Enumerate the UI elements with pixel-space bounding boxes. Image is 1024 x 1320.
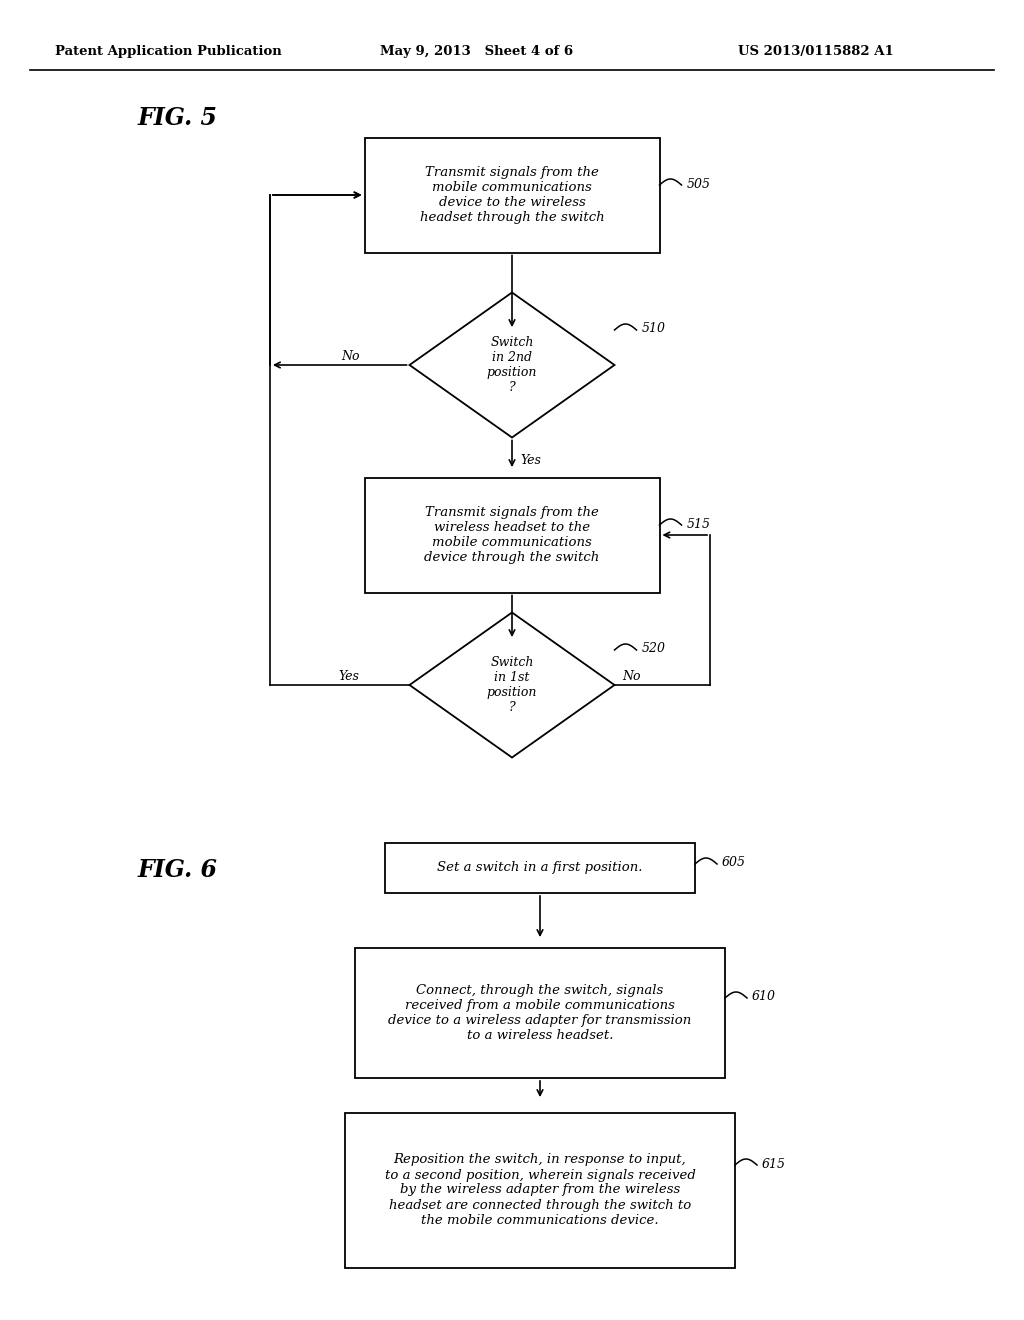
Text: FIG. 6: FIG. 6 xyxy=(138,858,218,882)
Polygon shape xyxy=(410,612,614,758)
FancyBboxPatch shape xyxy=(355,948,725,1078)
Text: 615: 615 xyxy=(762,1158,786,1171)
Polygon shape xyxy=(410,293,614,437)
Text: Connect, through the switch, signals
received from a mobile communications
devic: Connect, through the switch, signals rec… xyxy=(388,983,691,1041)
Text: Yes: Yes xyxy=(520,454,541,466)
Text: 605: 605 xyxy=(722,857,746,870)
FancyBboxPatch shape xyxy=(365,478,659,593)
Text: Switch
in 2nd
position
?: Switch in 2nd position ? xyxy=(486,337,538,393)
Text: Transmit signals from the
mobile communications
device to the wireless
headset t: Transmit signals from the mobile communi… xyxy=(420,166,604,224)
Text: Set a switch in a first position.: Set a switch in a first position. xyxy=(437,862,643,874)
Text: Patent Application Publication: Patent Application Publication xyxy=(55,45,282,58)
Text: 610: 610 xyxy=(752,990,776,1003)
Text: Transmit signals from the
wireless headset to the
mobile communications
device t: Transmit signals from the wireless heads… xyxy=(424,506,600,564)
Text: No: No xyxy=(623,671,641,684)
Text: Yes: Yes xyxy=(339,671,359,684)
FancyBboxPatch shape xyxy=(385,843,695,894)
Text: US 2013/0115882 A1: US 2013/0115882 A1 xyxy=(738,45,894,58)
Text: No: No xyxy=(341,351,359,363)
FancyBboxPatch shape xyxy=(365,137,659,252)
Text: 520: 520 xyxy=(641,643,666,656)
Text: May 9, 2013   Sheet 4 of 6: May 9, 2013 Sheet 4 of 6 xyxy=(380,45,573,58)
Text: Reposition the switch, in response to input,
to a second position, wherein signa: Reposition the switch, in response to in… xyxy=(385,1154,695,1226)
Text: 515: 515 xyxy=(686,517,711,531)
Text: FIG. 5: FIG. 5 xyxy=(138,106,218,129)
FancyBboxPatch shape xyxy=(345,1113,735,1267)
Text: 505: 505 xyxy=(686,177,711,190)
Text: Switch
in 1st
position
?: Switch in 1st position ? xyxy=(486,656,538,714)
Text: 510: 510 xyxy=(641,322,666,335)
